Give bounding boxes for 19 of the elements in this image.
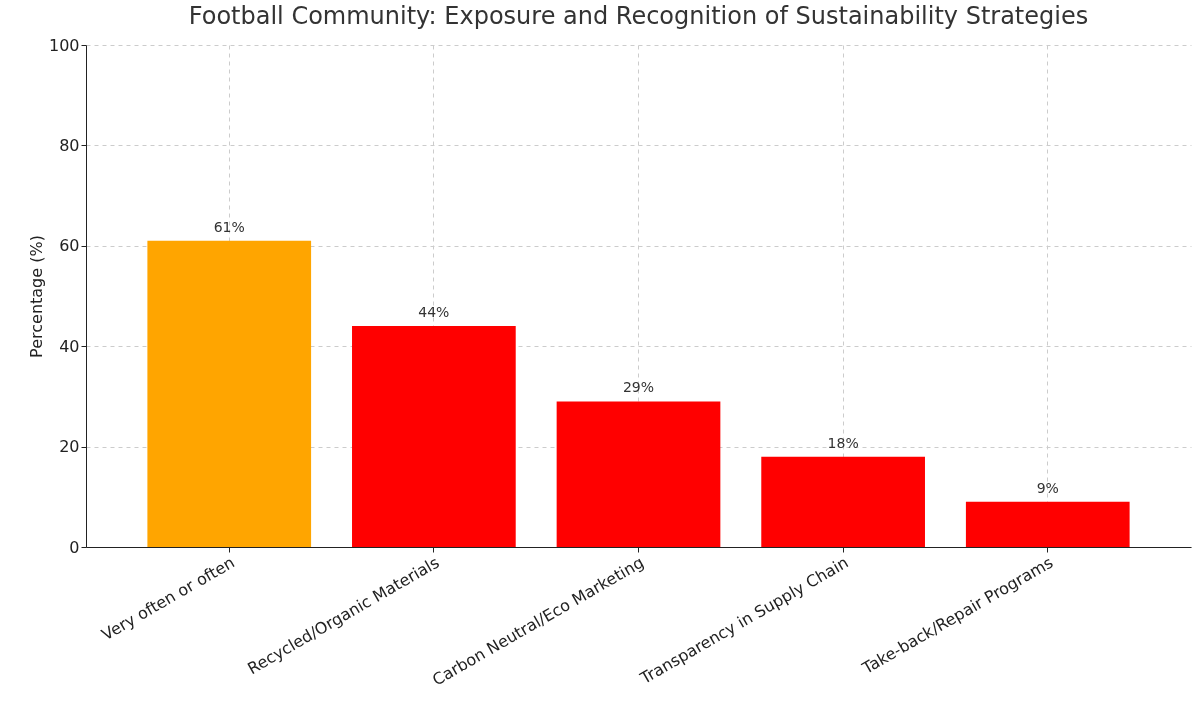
x-tick-label: Very often or often: [98, 552, 238, 645]
y-tick-label: 20: [59, 437, 80, 457]
chart-title: Football Community: Exposure and Recognition of Sustainability Strategies: [188, 2, 1089, 30]
data-label: 29%: [622, 379, 655, 396]
y-tick-label: 80: [59, 135, 80, 155]
y-tick-label: 60: [59, 236, 80, 256]
bar: [761, 456, 925, 547]
y-tick-label: 0: [69, 537, 80, 557]
bar: [556, 401, 721, 547]
data-label: 61%: [213, 218, 245, 235]
bar: [352, 326, 516, 547]
y-tick-label: 40: [59, 336, 80, 356]
bar: [147, 240, 312, 547]
y-axis-title: Percentage (%): [26, 235, 46, 358]
data-label: 44%: [418, 304, 450, 321]
y-tick-label: 100: [48, 35, 80, 55]
data-label: 18%: [827, 434, 859, 451]
bar: [965, 501, 1130, 547]
data-label: 9%: [1036, 479, 1059, 496]
